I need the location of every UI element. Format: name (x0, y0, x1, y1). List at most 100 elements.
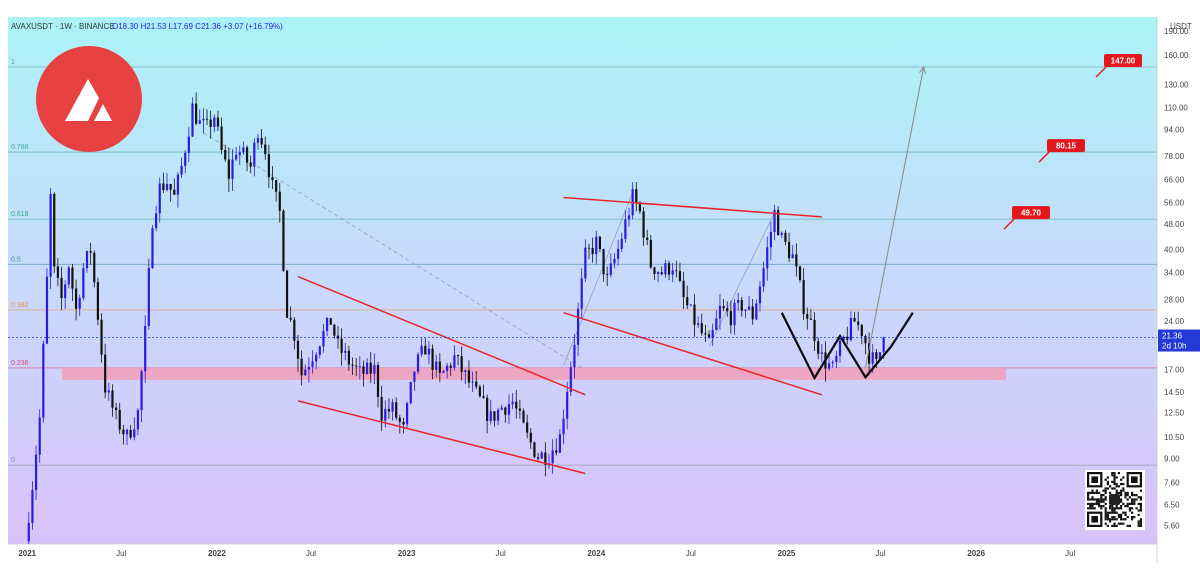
trendline[interactable] (297, 400, 586, 475)
candle (165, 173, 169, 192)
candle (773, 204, 776, 241)
candle (671, 262, 674, 283)
candle (129, 424, 132, 440)
candle (740, 296, 743, 317)
candle (795, 243, 798, 277)
candle (191, 97, 194, 137)
candle (653, 266, 656, 281)
trendlines[interactable] (297, 196, 823, 475)
fib-level-label: 0.618 (11, 211, 29, 218)
candle (438, 352, 441, 383)
candle (395, 397, 398, 421)
candle (464, 369, 467, 385)
candle (195, 92, 198, 126)
candle (114, 402, 118, 420)
candle (362, 360, 365, 387)
price-axis[interactable]: 190.00 160.00 130.00 110.00 94.00 78.00 66.00 5… (1164, 27, 1189, 530)
price-tick-label: 56.00 (1164, 198, 1185, 207)
candle (216, 110, 220, 132)
candle (518, 399, 521, 419)
candle (667, 260, 671, 281)
candle (591, 237, 594, 263)
arrow-head-icon (919, 65, 926, 74)
price-tick-label: 14.50 (1164, 388, 1185, 397)
candle (169, 183, 172, 202)
projection-arrow[interactable] (864, 65, 926, 369)
candle (722, 298, 725, 312)
candle (675, 260, 678, 278)
symbol-title[interactable]: AVAXUSDT · 1W · BINANCE (11, 22, 115, 31)
candle (315, 352, 318, 370)
time-tick-label: 2024 (587, 549, 605, 558)
candle (264, 136, 267, 160)
candle (398, 414, 401, 434)
price-tick-label: 160.00 (1164, 51, 1189, 60)
candle (787, 232, 791, 263)
candle (853, 311, 856, 322)
candle (777, 206, 780, 236)
candle (125, 428, 129, 445)
candle (449, 362, 452, 376)
target-price-label: 80.15 (1056, 142, 1077, 151)
price-tick-label: 66.00 (1164, 175, 1185, 184)
candle (431, 344, 434, 380)
candle (34, 445, 38, 500)
price-tick-label: 17.00 (1164, 366, 1185, 375)
candle (275, 179, 278, 202)
candle (500, 404, 503, 411)
candle (809, 309, 812, 320)
price-tick-label: 40.00 (1164, 246, 1185, 255)
candle (747, 296, 751, 311)
fib-level-label: 0.786 (11, 144, 29, 151)
candle (682, 271, 685, 309)
candle (376, 361, 380, 408)
time-axis[interactable]: 2021 Jul 2022 Jul 2023 Jul 2024 Jul 2025 Jul 2026 J… (18, 549, 1075, 558)
candle (253, 138, 256, 177)
time-tick-label: 2026 (967, 549, 985, 558)
candle (846, 326, 849, 345)
candle (118, 402, 121, 435)
candle (300, 350, 303, 386)
candle (598, 236, 602, 253)
candle (609, 253, 612, 278)
price-tick-label: 130.00 (1164, 80, 1189, 89)
target-price-tag: 49.70 (1003, 206, 1050, 230)
candle (104, 343, 107, 399)
price-tick-label: 24.00 (1164, 317, 1185, 326)
candle (416, 352, 420, 375)
candle (613, 253, 616, 269)
price-tick-label: 10.50 (1164, 433, 1185, 442)
candle (718, 294, 722, 330)
trendline[interactable] (563, 196, 822, 218)
target-price-tag: 80.15 (1038, 139, 1085, 163)
candle (489, 399, 492, 425)
trendline[interactable] (563, 311, 823, 396)
time-tick-label: Jul (686, 549, 696, 558)
candle (85, 250, 89, 273)
candle (435, 354, 438, 378)
time-tick-label: 2022 (208, 549, 226, 558)
candle (365, 358, 369, 375)
projection-line[interactable] (864, 66, 925, 369)
candle (471, 371, 474, 392)
candle (420, 337, 423, 357)
candle (111, 384, 114, 417)
candle (766, 236, 769, 281)
trendline[interactable] (297, 275, 586, 396)
candle (860, 324, 863, 345)
candle (791, 245, 794, 259)
candle (627, 207, 631, 227)
candle (533, 441, 536, 459)
candle (558, 429, 561, 454)
candle (205, 109, 209, 125)
candle (329, 318, 332, 325)
w-pattern-drawing[interactable] (780, 312, 914, 381)
candle (529, 427, 532, 449)
candle (373, 353, 376, 385)
candle (544, 442, 547, 477)
candle (689, 304, 692, 307)
candle (769, 221, 772, 261)
candle (616, 239, 620, 266)
